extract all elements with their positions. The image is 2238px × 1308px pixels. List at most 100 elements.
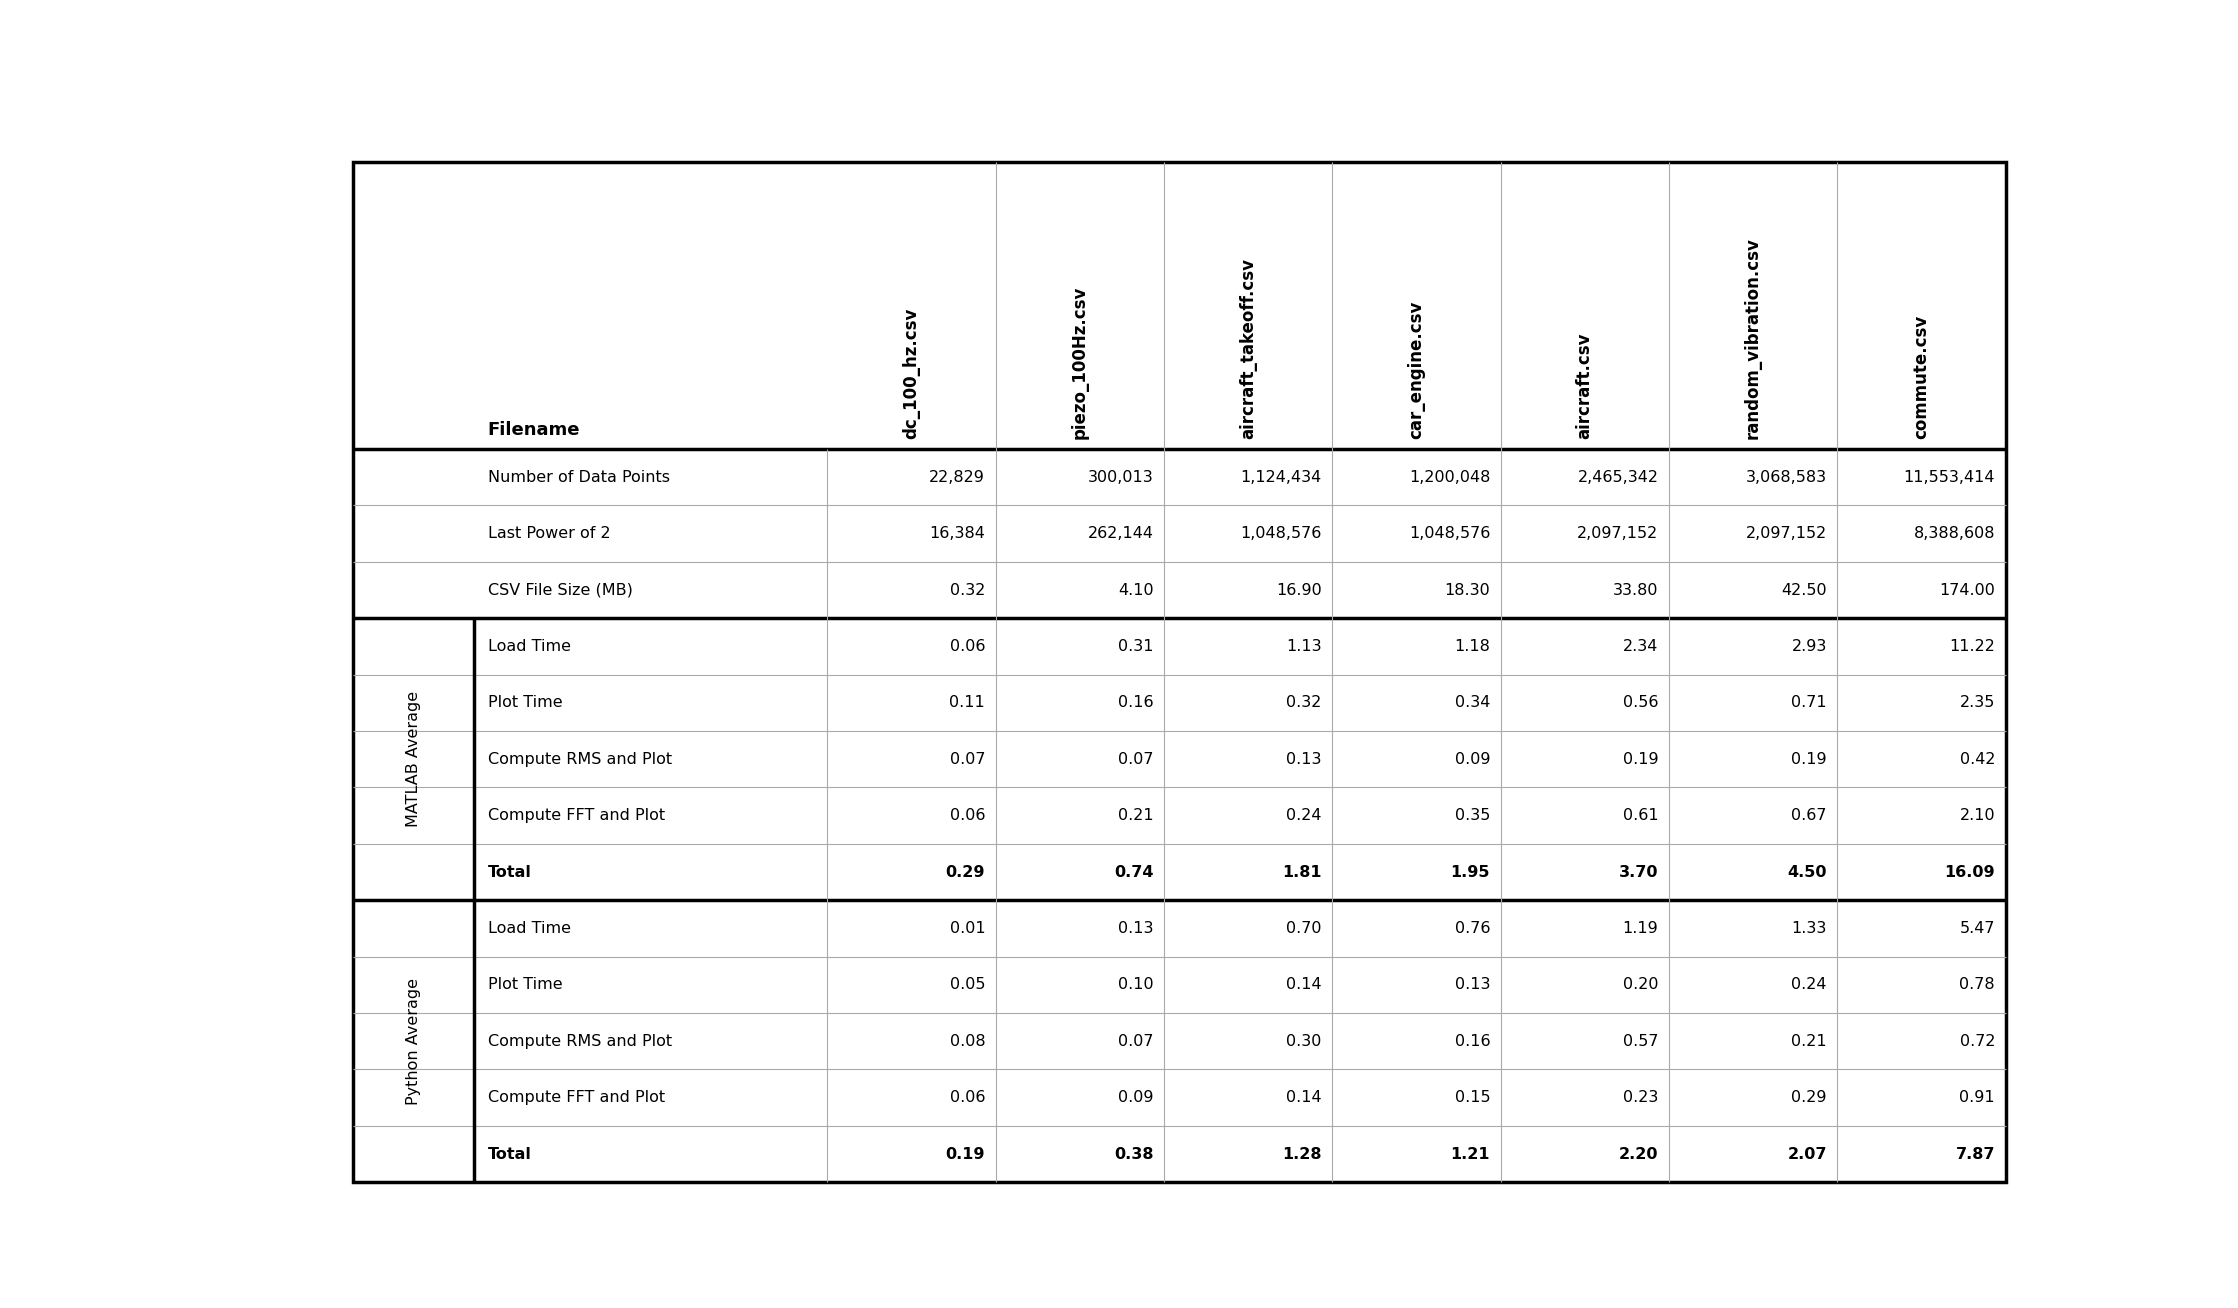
Text: 0.07: 0.07 (1119, 1033, 1153, 1049)
Text: Total: Total (488, 865, 533, 879)
Text: 0.06: 0.06 (949, 638, 985, 654)
Text: car_engine.csv: car_engine.csv (1408, 301, 1426, 439)
Text: 0.15: 0.15 (1455, 1090, 1491, 1105)
Text: 0.06: 0.06 (949, 1090, 985, 1105)
Text: Compute FFT and Plot: Compute FFT and Plot (488, 1090, 665, 1105)
Text: 0.32: 0.32 (1287, 696, 1323, 710)
Text: 2.20: 2.20 (1618, 1147, 1658, 1162)
Text: 0.08: 0.08 (949, 1033, 985, 1049)
Text: 4.10: 4.10 (1119, 582, 1153, 598)
Text: 1.81: 1.81 (1282, 865, 1323, 879)
Text: Total: Total (488, 1147, 533, 1162)
Text: 1,124,434: 1,124,434 (1240, 470, 1323, 485)
Text: 0.19: 0.19 (1790, 752, 1826, 766)
Text: 0.29: 0.29 (1790, 1090, 1826, 1105)
Text: aircraft_takeoff.csv: aircraft_takeoff.csv (1240, 258, 1258, 439)
Text: 0.31: 0.31 (1119, 638, 1153, 654)
Text: 0.24: 0.24 (1287, 808, 1323, 823)
Text: 2.10: 2.10 (1960, 808, 1994, 823)
Text: 7.87: 7.87 (1956, 1147, 1994, 1162)
Text: 11.22: 11.22 (1949, 638, 1994, 654)
Text: 0.34: 0.34 (1455, 696, 1491, 710)
Text: 3,068,583: 3,068,583 (1746, 470, 1826, 485)
Text: 0.35: 0.35 (1455, 808, 1491, 823)
Text: 0.06: 0.06 (949, 808, 985, 823)
Text: 0.19: 0.19 (947, 1147, 985, 1162)
Text: 1,048,576: 1,048,576 (1240, 526, 1323, 542)
Text: 0.38: 0.38 (1115, 1147, 1153, 1162)
Text: 0.67: 0.67 (1790, 808, 1826, 823)
Text: 0.76: 0.76 (1455, 921, 1491, 937)
Text: CSV File Size (MB): CSV File Size (MB) (488, 582, 633, 598)
Text: 0.14: 0.14 (1287, 1090, 1323, 1105)
Text: 0.71: 0.71 (1790, 696, 1826, 710)
Text: 0.21: 0.21 (1790, 1033, 1826, 1049)
Text: 0.13: 0.13 (1287, 752, 1323, 766)
Text: 1,200,048: 1,200,048 (1408, 470, 1491, 485)
Text: 1,048,576: 1,048,576 (1408, 526, 1491, 542)
Text: 11,553,414: 11,553,414 (1905, 470, 1994, 485)
Text: aircraft.csv: aircraft.csv (1576, 332, 1593, 439)
Text: Load Time: Load Time (488, 921, 571, 937)
Text: 0.09: 0.09 (1119, 1090, 1153, 1105)
Text: 0.07: 0.07 (949, 752, 985, 766)
Text: 0.13: 0.13 (1119, 921, 1153, 937)
Text: random_vibration.csv: random_vibration.csv (1743, 237, 1761, 439)
Text: 262,144: 262,144 (1088, 526, 1153, 542)
Text: 0.24: 0.24 (1790, 977, 1826, 993)
Text: 0.10: 0.10 (1119, 977, 1153, 993)
Text: 0.57: 0.57 (1623, 1033, 1658, 1049)
Text: MATLAB Average: MATLAB Average (405, 691, 421, 827)
Text: piezo_100Hz.csv: piezo_100Hz.csv (1070, 285, 1088, 439)
Text: 5.47: 5.47 (1960, 921, 1994, 937)
Text: 0.19: 0.19 (1623, 752, 1658, 766)
Text: Compute RMS and Plot: Compute RMS and Plot (488, 1033, 671, 1049)
Text: 2,465,342: 2,465,342 (1578, 470, 1658, 485)
Text: dc_100_hz.csv: dc_100_hz.csv (902, 307, 920, 439)
Text: 0.07: 0.07 (1119, 752, 1153, 766)
Text: 0.78: 0.78 (1960, 977, 1994, 993)
Text: Load Time: Load Time (488, 638, 571, 654)
Text: 0.42: 0.42 (1960, 752, 1994, 766)
Text: 2,097,152: 2,097,152 (1578, 526, 1658, 542)
Text: 1.95: 1.95 (1450, 865, 1491, 879)
Text: Last Power of 2: Last Power of 2 (488, 526, 611, 542)
Text: Python Average: Python Average (405, 978, 421, 1105)
Text: 0.20: 0.20 (1623, 977, 1658, 993)
Text: 0.30: 0.30 (1287, 1033, 1323, 1049)
Text: 174.00: 174.00 (1940, 582, 1994, 598)
Text: 2.34: 2.34 (1623, 638, 1658, 654)
Text: 0.01: 0.01 (949, 921, 985, 937)
Text: 0.29: 0.29 (947, 865, 985, 879)
Text: Plot Time: Plot Time (488, 696, 562, 710)
Text: 0.16: 0.16 (1455, 1033, 1491, 1049)
Text: 0.11: 0.11 (949, 696, 985, 710)
Text: 0.13: 0.13 (1455, 977, 1491, 993)
Text: Plot Time: Plot Time (488, 977, 562, 993)
Text: 4.50: 4.50 (1788, 865, 1826, 879)
Text: Number of Data Points: Number of Data Points (488, 470, 669, 485)
Text: 0.70: 0.70 (1287, 921, 1323, 937)
Text: 8,388,608: 8,388,608 (1913, 526, 1994, 542)
Text: 0.14: 0.14 (1287, 977, 1323, 993)
Text: commute.csv: commute.csv (1911, 315, 1931, 439)
Text: 42.50: 42.50 (1781, 582, 1826, 598)
Text: 1.21: 1.21 (1450, 1147, 1491, 1162)
Text: 0.91: 0.91 (1960, 1090, 1994, 1105)
Text: 33.80: 33.80 (1614, 582, 1658, 598)
Text: 16,384: 16,384 (929, 526, 985, 542)
Text: Filename: Filename (488, 421, 580, 439)
Text: 0.16: 0.16 (1119, 696, 1153, 710)
Text: 0.61: 0.61 (1623, 808, 1658, 823)
Text: 300,013: 300,013 (1088, 470, 1153, 485)
Text: 0.21: 0.21 (1119, 808, 1153, 823)
Text: 0.09: 0.09 (1455, 752, 1491, 766)
Text: 1.18: 1.18 (1455, 638, 1491, 654)
Text: 2.35: 2.35 (1960, 696, 1994, 710)
Text: 2.93: 2.93 (1790, 638, 1826, 654)
Text: Compute FFT and Plot: Compute FFT and Plot (488, 808, 665, 823)
Text: 0.74: 0.74 (1115, 865, 1153, 879)
Text: 0.23: 0.23 (1623, 1090, 1658, 1105)
Text: 0.05: 0.05 (949, 977, 985, 993)
Text: 0.32: 0.32 (949, 582, 985, 598)
